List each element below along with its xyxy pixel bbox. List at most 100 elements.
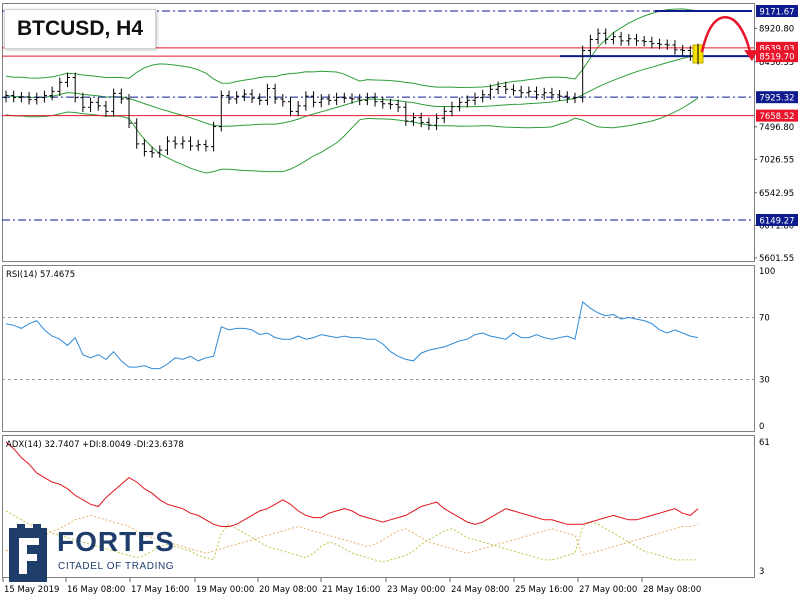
- price-bar: [180, 136, 186, 149]
- price-bar: [211, 121, 217, 152]
- time-tick-label: 19 May 00:00: [196, 585, 254, 595]
- price-bar: [203, 139, 209, 152]
- minus-di-line: [5, 514, 699, 557]
- price-bar: [111, 88, 117, 117]
- price-bar: [572, 92, 578, 104]
- price-bar: [372, 92, 378, 107]
- level-label-9171.67: 9171.67: [759, 8, 794, 18]
- price-bar: [188, 136, 194, 151]
- price-bar: [172, 136, 178, 149]
- price-bar: [557, 89, 563, 102]
- projection-curve: [700, 16, 753, 57]
- level-label-8639.03: 8639.03: [759, 44, 794, 54]
- price-bar: [3, 90, 9, 103]
- price-bar: [88, 97, 94, 113]
- price-bar: [387, 98, 393, 110]
- price-bar: [195, 139, 201, 151]
- level-label-6149.27: 6149.27: [759, 217, 794, 227]
- price-bar: [434, 113, 440, 131]
- price-bar: [249, 89, 255, 104]
- price-bar: [449, 101, 455, 117]
- adx-tick-label: 3: [759, 567, 764, 577]
- price-bar: [264, 83, 270, 106]
- bb-lower-band: [5, 97, 699, 174]
- level-label-7658.52: 7658.52: [759, 112, 794, 122]
- price-bar: [141, 139, 147, 157]
- price-bar: [295, 101, 301, 117]
- price-bar: [680, 44, 686, 56]
- price-bar: [510, 84, 516, 96]
- price-bar: [103, 101, 109, 117]
- price-bar: [303, 91, 309, 111]
- price-bar: [41, 90, 47, 103]
- price-bar: [549, 87, 555, 100]
- price-bar: [218, 90, 224, 132]
- price-bar: [311, 91, 317, 108]
- price-bar: [564, 91, 570, 104]
- price-bar: [495, 81, 501, 95]
- price-bar: [418, 112, 424, 128]
- price-bar: [541, 87, 547, 100]
- price-bar: [11, 90, 17, 103]
- price-bar: [349, 93, 355, 104]
- level-label-7925.32: 7925.32: [759, 94, 794, 104]
- price-tick-label: 5601.55: [759, 254, 794, 264]
- time-tick-label: 27 May 00:00: [579, 585, 637, 595]
- price-bar: [595, 28, 601, 45]
- price-bar: [241, 89, 247, 102]
- price-bar: [272, 83, 278, 104]
- price-bar: [34, 92, 40, 105]
- adx-indicator: 61 3: [5, 438, 770, 577]
- price-bar: [633, 33, 639, 46]
- price-bar: [395, 99, 401, 113]
- logo-tagline: CITADEL OF TRADING: [58, 561, 175, 572]
- price-tick-label: 7496.80: [759, 123, 794, 133]
- price-bar: [534, 86, 540, 100]
- horizontal-levels: [2, 10, 754, 221]
- price-bar: [226, 90, 232, 104]
- price-bar: [610, 31, 616, 45]
- price-bar: [687, 45, 693, 61]
- price-bar: [426, 117, 432, 131]
- adx-label: ADX(14) 32.7407 +DI:8.0049 -DI:23.6378: [6, 440, 184, 450]
- price-tick-label: 8920.80: [759, 24, 794, 34]
- chart-title: BTCUSD, H4: [4, 9, 156, 49]
- price-bar: [318, 94, 324, 108]
- level-label-bg-6149.27: [756, 214, 798, 226]
- price-bar: [587, 34, 593, 56]
- price-bar: [641, 36, 647, 47]
- price-bar: [257, 93, 263, 106]
- price-bar: [618, 31, 624, 46]
- price-bar: [49, 86, 55, 101]
- price-bar: [164, 136, 170, 155]
- price-bar: [472, 92, 478, 106]
- rsi-tick-label: 0: [759, 422, 764, 432]
- price-bar: [457, 97, 463, 112]
- price-bar: [364, 92, 370, 106]
- rsi-label: RSI(14) 57.4675: [6, 270, 75, 280]
- price-bar: [157, 145, 163, 158]
- price-bars: [3, 28, 704, 158]
- logo-name: FORTFS: [57, 526, 175, 557]
- price-bar: [280, 94, 286, 107]
- time-tick-label: 16 May 08:00: [67, 585, 125, 595]
- price-tick-label: 7026.55: [759, 155, 794, 165]
- price-bar: [603, 28, 609, 45]
- price-bar: [526, 86, 532, 98]
- price-bar: [126, 94, 132, 128]
- price-bar: [134, 118, 140, 149]
- price-bar: [118, 88, 124, 104]
- rsi-tick-label: 70: [759, 314, 770, 324]
- price-bar: [80, 92, 86, 113]
- price-tick-label: 6542.95: [759, 189, 794, 199]
- rsi-tick-label: 30: [759, 376, 770, 386]
- time-tick-label: 15 May 2019: [4, 585, 59, 595]
- price-bar: [95, 97, 101, 111]
- price-bar: [380, 96, 386, 109]
- price-bar: [626, 33, 632, 46]
- price-bar: [65, 72, 71, 88]
- time-tick-label: 25 May 16:00: [515, 585, 573, 595]
- price-bar: [657, 38, 663, 50]
